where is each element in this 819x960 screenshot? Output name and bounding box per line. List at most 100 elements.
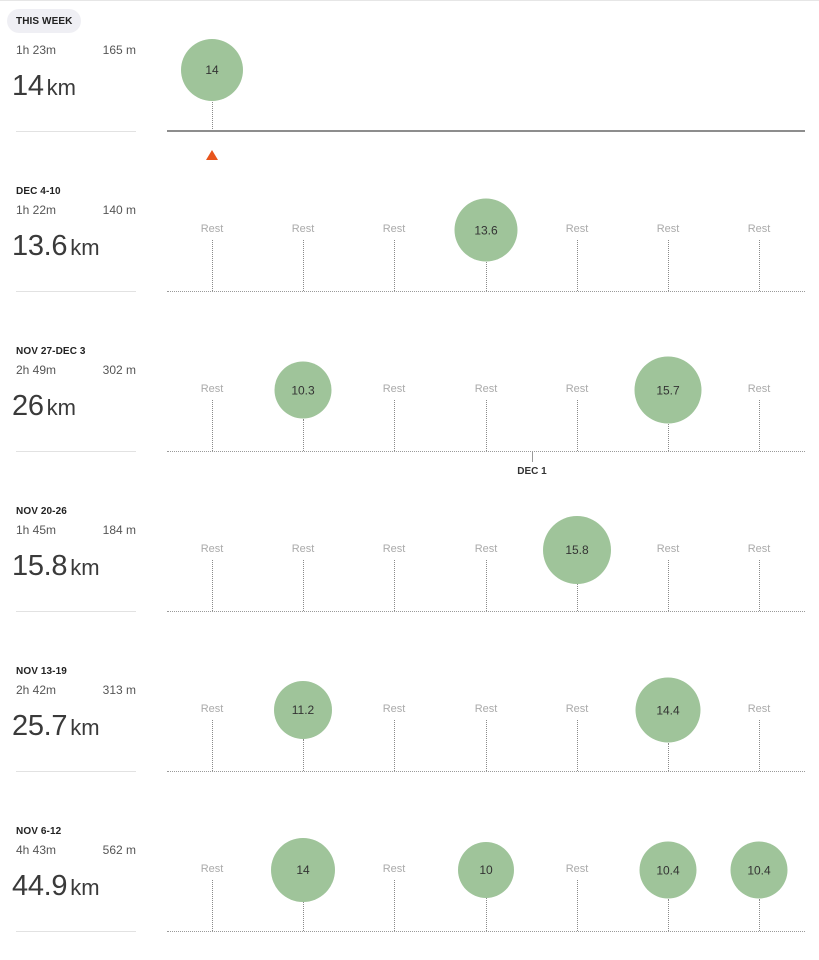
day-stem xyxy=(668,742,669,771)
activity-bubble[interactable]: 14 xyxy=(271,838,335,902)
week-axis xyxy=(167,291,805,292)
week-distance: 44.9 km xyxy=(12,870,100,903)
day-stem xyxy=(759,720,760,771)
week-distance: 25.7 km xyxy=(12,710,100,743)
day-stem xyxy=(212,240,213,291)
day-stem xyxy=(303,902,304,931)
week-distance-unit: km xyxy=(70,235,100,260)
rest-day-label: Rest xyxy=(656,223,680,235)
week-row-this-week[interactable]: THIS WEEK 1h 23m 165 m 14 km 14 xyxy=(0,0,819,160)
week-distance-value: 13.6 xyxy=(12,230,68,262)
week-axis-current xyxy=(167,130,805,132)
day-stem xyxy=(668,898,669,931)
day-stem xyxy=(668,560,669,611)
rest-day-label: Rest xyxy=(474,703,498,715)
day-stem xyxy=(212,100,213,131)
rest-day-label: Rest xyxy=(200,543,224,555)
week-distance-value: 44.9 xyxy=(12,870,68,902)
rest-day-label: Rest xyxy=(382,543,406,555)
day-stem xyxy=(212,880,213,931)
rest-day-label: Rest xyxy=(474,383,498,395)
day-stem xyxy=(212,720,213,771)
rest-day-label: Rest xyxy=(200,703,224,715)
activity-bubble[interactable]: 10.4 xyxy=(730,841,788,899)
day-stem xyxy=(303,560,304,611)
rest-day-label: Rest xyxy=(200,863,224,875)
activity-bubble[interactable]: 10.3 xyxy=(274,361,332,419)
week-label: NOV 20-26 xyxy=(16,506,67,517)
week-distance-unit: km xyxy=(46,75,76,100)
day-stem xyxy=(303,240,304,291)
week-row[interactable]: NOV 13-19 2h 42m 313 m 25.7 km Rest 11.2 Rest Re… xyxy=(0,640,819,800)
week-time: 2h 49m xyxy=(16,363,57,377)
week-time: 4h 43m xyxy=(16,843,57,857)
week-time: 2h 42m xyxy=(16,683,57,697)
current-day-marker-icon xyxy=(206,150,218,160)
day-stem xyxy=(486,261,487,291)
rest-day-label: Rest xyxy=(565,863,589,875)
week-separator xyxy=(16,611,136,612)
week-distance-value: 15.8 xyxy=(12,550,68,582)
week-distance-value: 26 xyxy=(12,390,44,422)
week-elevation: 140 m xyxy=(102,203,136,217)
week-distance: 15.8 km xyxy=(12,550,100,583)
week-elevation: 165 m xyxy=(102,43,136,57)
day-stem xyxy=(577,720,578,771)
week-elevation: 313 m xyxy=(102,683,136,697)
activity-bubble[interactable]: 15.8 xyxy=(543,516,611,584)
rest-day-label: Rest xyxy=(382,863,406,875)
week-time: 1h 22m xyxy=(16,203,57,217)
activity-bubble[interactable]: 11.2 xyxy=(274,681,332,739)
day-stem xyxy=(668,240,669,291)
day-stem xyxy=(577,584,578,611)
week-elevation: 302 m xyxy=(102,363,136,377)
week-separator xyxy=(16,291,136,292)
rest-day-label: Rest xyxy=(565,703,589,715)
activity-bubble[interactable]: 14.4 xyxy=(635,677,701,743)
week-row[interactable]: NOV 6-12 4h 43m 562 m 44.9 km Rest 14 Rest 10 Res… xyxy=(0,800,819,960)
week-distance-value: 14 xyxy=(12,70,44,102)
day-stem xyxy=(759,240,760,291)
week-row[interactable]: DEC 4-10 1h 22m 140 m 13.6 km Rest Rest Rest 13.… xyxy=(0,160,819,320)
week-axis xyxy=(167,931,805,932)
activity-bubble[interactable]: 15.7 xyxy=(634,356,702,424)
month-tick xyxy=(532,452,533,462)
rest-day-label: Rest xyxy=(200,223,224,235)
this-week-badge: THIS WEEK xyxy=(7,9,82,33)
week-separator xyxy=(16,131,136,132)
day-stem xyxy=(577,880,578,931)
week-time: 1h 23m xyxy=(16,43,57,57)
week-distance-unit: km xyxy=(70,875,100,900)
day-stem xyxy=(303,739,304,771)
week-distance-unit: km xyxy=(70,715,100,740)
week-row[interactable]: NOV 20-26 1h 45m 184 m 15.8 km Rest Rest Rest Re… xyxy=(0,480,819,640)
week-label: NOV 13-19 xyxy=(16,666,67,677)
day-stem xyxy=(394,560,395,611)
rest-day-label: Rest xyxy=(382,383,406,395)
day-stem xyxy=(759,560,760,611)
day-stem xyxy=(394,400,395,451)
rest-day-label: Rest xyxy=(474,543,498,555)
week-time: 1h 45m xyxy=(16,523,57,537)
day-stem xyxy=(486,720,487,771)
rest-day-label: Rest xyxy=(565,223,589,235)
day-stem xyxy=(486,560,487,611)
rest-day-label: Rest xyxy=(747,383,771,395)
month-label: DEC 1 xyxy=(517,466,547,477)
rest-day-label: Rest xyxy=(565,383,589,395)
rest-day-label: Rest xyxy=(656,543,680,555)
day-stem xyxy=(486,898,487,931)
activity-bubble[interactable]: 10.4 xyxy=(639,841,697,899)
day-stem xyxy=(394,240,395,291)
rest-day-label: Rest xyxy=(382,703,406,715)
week-axis xyxy=(167,451,805,452)
activity-bubble[interactable]: 14 xyxy=(181,39,243,101)
activity-bubble[interactable]: 13.6 xyxy=(454,198,518,262)
day-stem xyxy=(759,400,760,451)
week-row[interactable]: NOV 27-DEC 3 2h 49m 302 m 26 km Rest 10.3 Rest R… xyxy=(0,320,819,480)
activity-bubble[interactable]: 10 xyxy=(458,842,514,898)
week-elevation: 562 m xyxy=(102,843,136,857)
week-distance: 14 km xyxy=(12,70,76,103)
week-elevation: 184 m xyxy=(102,523,136,537)
week-separator xyxy=(16,771,136,772)
